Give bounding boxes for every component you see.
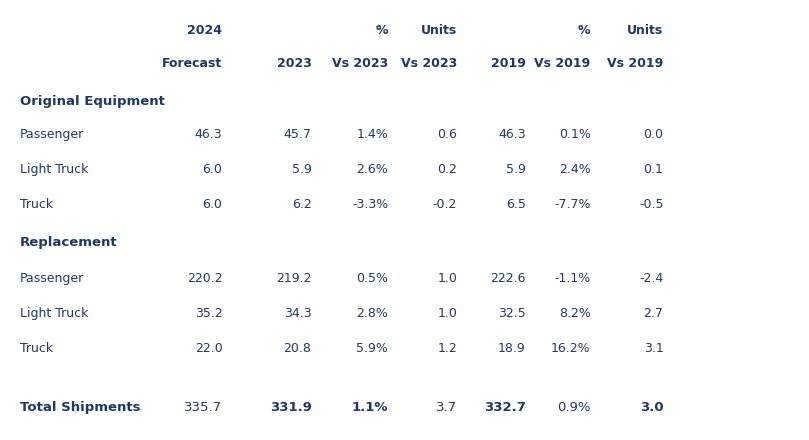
Text: Vs 2023: Vs 2023: [400, 57, 457, 70]
Text: 5.9: 5.9: [291, 163, 311, 176]
Text: 0.0: 0.0: [643, 128, 663, 141]
Text: 5.9: 5.9: [506, 163, 526, 176]
Text: 35.2: 35.2: [195, 307, 222, 320]
Text: 6.5: 6.5: [506, 198, 526, 211]
Text: Units: Units: [627, 24, 663, 37]
Text: 332.7: 332.7: [484, 400, 526, 414]
Text: -2.4: -2.4: [639, 271, 663, 285]
Text: 34.3: 34.3: [284, 307, 311, 320]
Text: 8.2%: 8.2%: [559, 307, 591, 320]
Text: 220.2: 220.2: [187, 271, 222, 285]
Text: 2024: 2024: [188, 24, 222, 37]
Text: Vs 2019: Vs 2019: [534, 57, 591, 70]
Text: 1.0: 1.0: [437, 307, 457, 320]
Text: 2.6%: 2.6%: [357, 163, 388, 176]
Text: 2019: 2019: [491, 57, 526, 70]
Text: 335.7: 335.7: [184, 400, 222, 414]
Text: Truck: Truck: [20, 198, 53, 211]
Text: -0.5: -0.5: [639, 198, 663, 211]
Text: 1.1%: 1.1%: [352, 400, 388, 414]
Text: 219.2: 219.2: [276, 271, 311, 285]
Text: 46.3: 46.3: [498, 128, 526, 141]
Text: 45.7: 45.7: [284, 128, 311, 141]
Text: 0.9%: 0.9%: [557, 400, 591, 414]
Text: 18.9: 18.9: [498, 342, 526, 355]
Text: Light Truck: Light Truck: [20, 163, 89, 176]
Text: Passenger: Passenger: [20, 128, 84, 141]
Text: 222.6: 222.6: [490, 271, 526, 285]
Text: Light Truck: Light Truck: [20, 307, 89, 320]
Text: %: %: [376, 24, 388, 37]
Text: %: %: [578, 24, 591, 37]
Text: 0.1%: 0.1%: [559, 128, 591, 141]
Text: 46.3: 46.3: [195, 128, 222, 141]
Text: Original Equipment: Original Equipment: [20, 95, 165, 108]
Text: -7.7%: -7.7%: [554, 198, 591, 211]
Text: 3.7: 3.7: [436, 400, 457, 414]
Text: 3.1: 3.1: [644, 342, 663, 355]
Text: Forecast: Forecast: [163, 57, 222, 70]
Text: 2.4%: 2.4%: [559, 163, 591, 176]
Text: Total Shipments: Total Shipments: [20, 400, 141, 414]
Text: -0.2: -0.2: [433, 198, 457, 211]
Text: Units: Units: [421, 24, 457, 37]
Text: 3.0: 3.0: [640, 400, 663, 414]
Text: 5.9%: 5.9%: [357, 342, 388, 355]
Text: 331.9: 331.9: [269, 400, 311, 414]
Text: Vs 2023: Vs 2023: [332, 57, 388, 70]
Text: 0.1: 0.1: [643, 163, 663, 176]
Text: 16.2%: 16.2%: [551, 342, 591, 355]
Text: 2023: 2023: [277, 57, 311, 70]
Text: 0.6: 0.6: [437, 128, 457, 141]
Text: 1.0: 1.0: [437, 271, 457, 285]
Text: -1.1%: -1.1%: [554, 271, 591, 285]
Text: 20.8: 20.8: [284, 342, 311, 355]
Text: Replacement: Replacement: [20, 235, 118, 249]
Text: 6.0: 6.0: [202, 198, 222, 211]
Text: 32.5: 32.5: [498, 307, 526, 320]
Text: 6.2: 6.2: [292, 198, 311, 211]
Text: 1.4%: 1.4%: [357, 128, 388, 141]
Text: Truck: Truck: [20, 342, 53, 355]
Text: 22.0: 22.0: [195, 342, 222, 355]
Text: 0.5%: 0.5%: [356, 271, 388, 285]
Text: 0.2: 0.2: [437, 163, 457, 176]
Text: 1.2: 1.2: [438, 342, 457, 355]
Text: Passenger: Passenger: [20, 271, 84, 285]
Text: Vs 2019: Vs 2019: [607, 57, 663, 70]
Text: 2.7: 2.7: [643, 307, 663, 320]
Text: 2.8%: 2.8%: [357, 307, 388, 320]
Text: 6.0: 6.0: [202, 163, 222, 176]
Text: -3.3%: -3.3%: [352, 198, 388, 211]
